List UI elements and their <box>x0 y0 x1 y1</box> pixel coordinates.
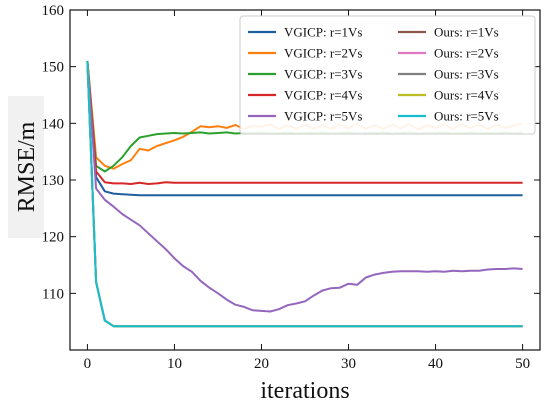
axis-ticks: 0 10 20 30 40 50 110 120 130 140 150 160 <box>42 3 540 372</box>
series-layer <box>86 60 523 328</box>
legend-label: VGICP: r=5Vs <box>284 109 362 124</box>
legend-label: VGICP: r=1Vs <box>284 25 362 40</box>
series-line-3 <box>86 60 523 185</box>
legend-label: Ours: r=2Vs <box>434 46 499 61</box>
x-tick-label: 20 <box>254 356 269 372</box>
legend-label: Ours: r=4Vs <box>434 88 499 103</box>
legend-label: Ours: r=1Vs <box>434 25 499 40</box>
series-line-0 <box>86 60 523 197</box>
y-axis-title: RMSE/m <box>14 121 40 212</box>
x-axis-title: iterations <box>260 378 349 404</box>
x-tick-label: 10 <box>167 356 182 372</box>
y-tick-label: 150 <box>42 60 65 76</box>
y-tick-label: 120 <box>42 230 65 246</box>
legend-frame <box>239 15 536 135</box>
legend-label: VGICP: r=4Vs <box>284 88 362 103</box>
x-tick-label: 50 <box>515 356 530 372</box>
legend-label: Ours: r=3Vs <box>434 67 499 82</box>
x-tick-label: 0 <box>84 356 92 372</box>
legend-items: VGICP: r=1Vs VGICP: r=2Vs VGICP: r=3Vs VGIC… <box>248 25 499 124</box>
y-tick-label: 110 <box>42 286 64 302</box>
ylabel-background <box>8 96 44 238</box>
series-line-4 <box>86 60 523 313</box>
y-tick-label: 140 <box>42 116 65 132</box>
legend-label: Ours: r=5Vs <box>434 109 499 124</box>
legend-label: VGICP: r=2Vs <box>284 46 362 61</box>
x-tick-label: 30 <box>341 356 356 372</box>
y-tick-label: 130 <box>42 173 65 189</box>
legend: VGICP: r=1Vs VGICP: r=2Vs VGICP: r=3Vs VGIC… <box>239 15 536 135</box>
legend-label: VGICP: r=3Vs <box>284 67 362 82</box>
series-line-9 <box>86 60 523 328</box>
x-tick-label: 40 <box>428 356 443 372</box>
y-tick-label: 160 <box>42 3 65 19</box>
